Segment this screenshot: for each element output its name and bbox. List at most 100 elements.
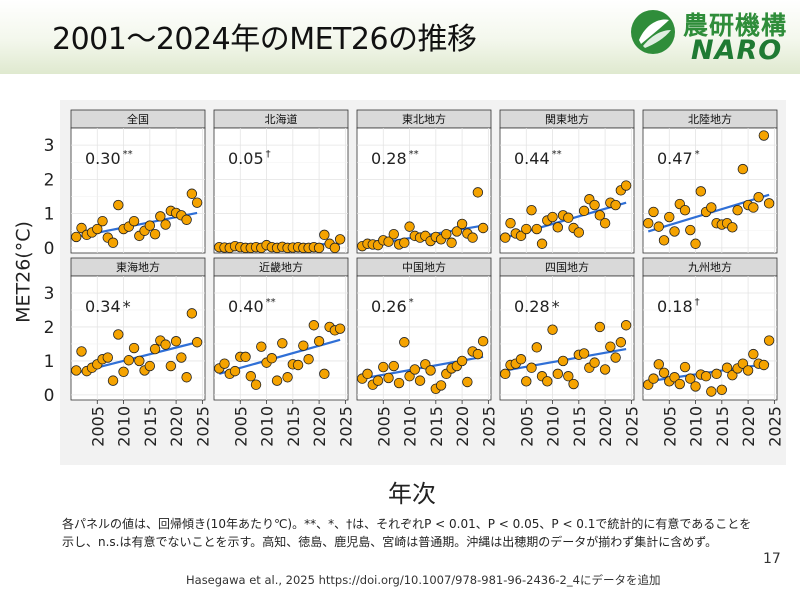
panel-10-point — [737, 358, 749, 369]
panel-10-significance-mark: † — [695, 297, 700, 308]
panel-6-point — [149, 343, 161, 355]
panel-9-point — [542, 376, 553, 387]
panel-9-point — [605, 341, 616, 352]
panel-8-point — [362, 368, 373, 380]
panel-10-point — [711, 368, 722, 380]
x-tick-label: 2010 — [401, 406, 420, 447]
panel-3-point — [451, 226, 463, 237]
panel-5-point — [758, 130, 770, 141]
panel-8-point — [383, 372, 394, 384]
panel-6-point — [165, 360, 177, 372]
panel-5-point — [653, 221, 664, 232]
panel-6-point — [144, 360, 156, 372]
panel-1-point — [92, 223, 103, 235]
panel-10-plot — [642, 275, 778, 401]
panel-3-point — [467, 232, 478, 243]
citation: Hasegawa et al., 2025 https://doi.org/10… — [186, 573, 661, 587]
panel-1-significance-mark: ** — [123, 149, 133, 160]
panel-7-point — [313, 336, 325, 347]
panel-4-point — [589, 199, 600, 211]
y-tick-label: 2 — [44, 170, 55, 190]
panel-6-point — [102, 352, 113, 363]
panel-1-point — [107, 237, 119, 248]
panel-3-significance-mark: ** — [409, 149, 419, 160]
panel-5-point — [748, 202, 759, 213]
panel-4-point — [578, 205, 590, 217]
panel-7-point — [256, 341, 267, 352]
panel-7-point — [282, 372, 293, 383]
naro-leaf-logo-icon — [631, 10, 675, 54]
panel-4-point — [552, 222, 564, 233]
panel-8-point — [388, 360, 399, 372]
panel-1-point — [76, 222, 87, 234]
panel-9-point — [552, 368, 564, 380]
panel-8-point — [472, 348, 484, 360]
panel-10-point — [706, 386, 717, 397]
panel-2-point — [329, 242, 341, 254]
panel-8-point — [404, 371, 415, 382]
x-tick-label: 2020 — [739, 406, 758, 447]
x-tick-label: 2015 — [284, 406, 303, 447]
panel-1-point — [160, 219, 171, 230]
panel-10-point — [674, 378, 685, 390]
caption-line-1: 各パネルの値は、回帰傾き(10年あたり℃)。**、*、†は、それぞれP < 0.… — [62, 517, 752, 531]
panel-1-point — [149, 228, 161, 240]
panel-10-point — [679, 361, 691, 373]
panel-9-point — [557, 355, 569, 367]
panel-9-point — [568, 378, 579, 390]
panel-2-point — [334, 234, 346, 245]
panel-3-point — [399, 237, 410, 248]
x-axis-label: 年次 — [388, 480, 436, 508]
panel-8-point — [414, 375, 426, 386]
panel-7-point — [308, 320, 320, 331]
panel-10-point — [727, 370, 738, 381]
panel-3-point — [472, 187, 484, 198]
panel-8-slope-label: 0.26 * — [371, 297, 414, 316]
panel-8-point — [462, 376, 473, 388]
panel-5-point — [695, 186, 707, 197]
panel-9-point — [500, 368, 511, 380]
panel-5-title: 北陸地方 — [688, 112, 732, 126]
panel-9-point — [594, 321, 606, 333]
panel-10-point — [758, 359, 770, 371]
panel-3-title: 東北地方 — [402, 112, 446, 126]
y-tick-label: 3 — [44, 136, 55, 156]
x-tick-label: 2010 — [115, 406, 134, 447]
panel-8-point — [372, 375, 384, 386]
caption-line-2: 示し、n.s.は有意でないことを示す。高知、徳島、鹿児島、宮崎は普通期。沖縄は出… — [62, 535, 718, 549]
panel-5-point — [763, 198, 775, 209]
panel-2-slope-label: 0.05 † — [228, 149, 271, 168]
panel-5-point — [706, 202, 717, 213]
x-tick-label: 2015 — [713, 406, 732, 447]
panel-6-point — [76, 346, 87, 357]
panel-10-point — [748, 348, 759, 360]
panel-5-point — [732, 204, 743, 216]
panel-5-point — [664, 211, 675, 223]
panel-4-point — [521, 223, 532, 235]
panel-3-point — [388, 228, 399, 240]
panel-4-point — [505, 218, 516, 229]
panel-6-point — [118, 366, 129, 378]
panel-7-point — [240, 351, 251, 363]
panel-6-title: 東海地方 — [116, 260, 160, 274]
panel-9-point — [599, 364, 611, 375]
panel-4-point — [563, 212, 574, 223]
panel-10-point — [685, 373, 696, 384]
panel-6-point — [113, 329, 124, 340]
slide-title: 2001～2024年のMET26の推移 — [52, 22, 477, 57]
panel-4-point — [515, 230, 527, 242]
panel-7-point — [266, 353, 278, 364]
panel-2-title: 北海道 — [265, 112, 298, 126]
panel-9-point — [521, 376, 532, 387]
panel-10-point — [716, 384, 728, 396]
panel-2-point — [313, 242, 325, 254]
x-tick-label: 2025 — [622, 406, 641, 447]
panel-5-point — [658, 235, 670, 246]
x-tick-label: 2020 — [596, 406, 615, 447]
panel-10-point — [763, 335, 775, 346]
panel-4-point — [573, 227, 585, 238]
panel-9-point — [526, 362, 537, 373]
panel-9-plot — [499, 275, 635, 401]
x-tick-label: 2020 — [453, 406, 472, 447]
